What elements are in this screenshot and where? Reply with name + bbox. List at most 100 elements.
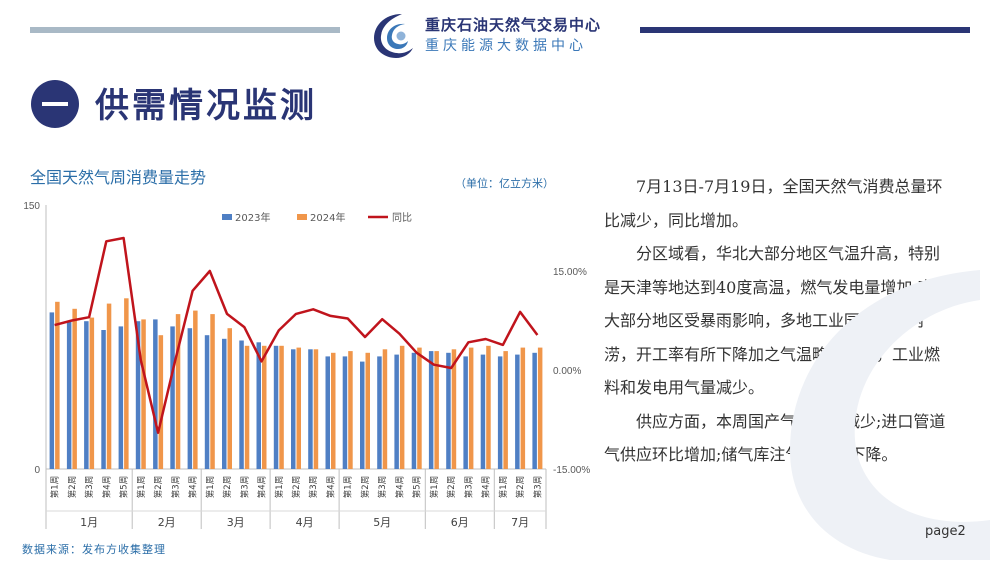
bar-2024 <box>193 310 198 469</box>
bar-2024 <box>468 347 474 469</box>
bar-2024 <box>348 351 353 469</box>
x-tick-label: 第1周 <box>205 476 216 498</box>
month-label: 7月 <box>511 516 529 529</box>
chart-unit: （单位：亿立方米） <box>455 177 554 190</box>
bar-2023 <box>446 352 451 469</box>
bar-2023 <box>325 356 330 469</box>
yoy-line <box>54 236 539 434</box>
bar-2023 <box>66 321 72 469</box>
header-rule-left <box>30 27 340 33</box>
x-tick-label: 第3周 <box>463 476 474 498</box>
bar-2023 <box>239 340 244 469</box>
month-label: 3月 <box>227 516 245 529</box>
bar-2023 <box>273 345 279 469</box>
bar-2024 <box>279 345 284 469</box>
bar-2023 <box>118 326 124 469</box>
bar-2024 <box>124 298 129 469</box>
page-number: page2 <box>925 524 966 539</box>
analysis-paragraph-1: 7月13日-7月19日，全国天然气消费总量环比减少，同比增加。 <box>604 177 943 230</box>
x-tick-label: 第2周 <box>291 476 302 498</box>
x-tick-label: 第1周 <box>429 476 440 498</box>
x-tick-label: 第4周 <box>481 476 492 498</box>
bar-2024 <box>175 314 181 469</box>
bar-2023 <box>170 326 175 469</box>
bar-2023 <box>428 351 434 469</box>
bar-2024 <box>158 335 164 469</box>
bar-2023 <box>515 354 520 469</box>
month-label: 2月 <box>158 516 176 529</box>
bar-2024 <box>89 317 95 469</box>
org-name-primary: 重庆石油天然气交易中心 <box>425 16 602 34</box>
x-tick-label: 第4周 <box>188 476 199 498</box>
month-label: 6月 <box>451 516 469 529</box>
bar-2023 <box>291 349 296 469</box>
x-tick-label: 第3周 <box>84 476 95 498</box>
bar-2023 <box>360 361 365 469</box>
x-tick-label: 第3周 <box>170 476 181 498</box>
bar-2023 <box>308 349 313 469</box>
bar-2023 <box>187 328 193 469</box>
bar-2024 <box>537 347 543 469</box>
bar-2023 <box>49 312 55 469</box>
month-label: 4月 <box>296 516 314 529</box>
bar-2023 <box>204 335 210 469</box>
bar-2024 <box>486 345 491 469</box>
x-tick-label: 第2周 <box>446 476 457 498</box>
bar-2024 <box>503 351 508 469</box>
bar-2024 <box>72 308 77 469</box>
x-tick-label: 第4周 <box>257 476 268 498</box>
swirl-logo-icon <box>374 14 413 58</box>
x-tick-label: 第1周 <box>136 476 147 498</box>
x-tick-label: 第2周 <box>222 476 233 498</box>
bar-2024 <box>141 319 146 469</box>
bar-2024 <box>227 328 232 469</box>
x-tick-label: 第3周 <box>532 476 543 498</box>
bar-2024 <box>520 347 526 469</box>
x-tick-label: 第5周 <box>412 476 423 498</box>
x-tick-label: 第1周 <box>274 476 285 498</box>
bar-2024 <box>434 351 439 469</box>
watermark-swirl <box>790 270 990 560</box>
bar-2024 <box>55 301 60 469</box>
x-tick-label: 第4周 <box>394 476 405 498</box>
x-tick-label: 第4周 <box>326 476 337 498</box>
bar-2024 <box>296 347 301 469</box>
bar-2024 <box>451 349 457 469</box>
x-tick-label: 第1周 <box>50 476 61 498</box>
x-tick-label: 第2周 <box>67 476 78 498</box>
header-rule-right <box>640 27 970 33</box>
y-left-tick-label: 0 <box>34 465 40 476</box>
bar-2023 <box>377 356 382 469</box>
bar-2023 <box>153 319 158 469</box>
legend-label: 2024年 <box>310 211 345 224</box>
bar-2024 <box>331 352 336 469</box>
bar-2023 <box>342 356 348 469</box>
bar-2023 <box>394 354 399 469</box>
section-title: 供需情况监测 <box>95 86 317 126</box>
legend-swatch <box>297 214 307 220</box>
bar-2023 <box>101 330 106 469</box>
y-right-tick-label: -15.00% <box>553 465 590 476</box>
bar-2023 <box>480 354 486 469</box>
bar-2023 <box>497 356 503 469</box>
bar-2023 <box>463 356 468 469</box>
legend-swatch <box>222 214 232 220</box>
x-tick-label: 第4周 <box>101 476 112 498</box>
x-tick-label: 第3周 <box>308 476 319 498</box>
bar-2023 <box>135 321 141 469</box>
y-right-tick-label: 0.00% <box>553 366 581 377</box>
month-label: 1月 <box>80 516 98 529</box>
bar-2024 <box>313 349 319 469</box>
x-tick-label: 第1周 <box>343 476 354 498</box>
y-left-tick-label: 150 <box>23 201 40 212</box>
x-tick-label: 第1周 <box>498 476 509 498</box>
x-tick-label: 第2周 <box>360 476 371 498</box>
bar-2023 <box>532 352 537 469</box>
section-number-badge <box>31 80 79 128</box>
bar-2024 <box>106 303 112 469</box>
legend-label: 同比 <box>392 212 412 224</box>
bar-2023 <box>411 352 417 469</box>
data-source-note: 数据来源：发布方收集整理 <box>22 543 166 556</box>
bar-2024 <box>417 347 422 469</box>
